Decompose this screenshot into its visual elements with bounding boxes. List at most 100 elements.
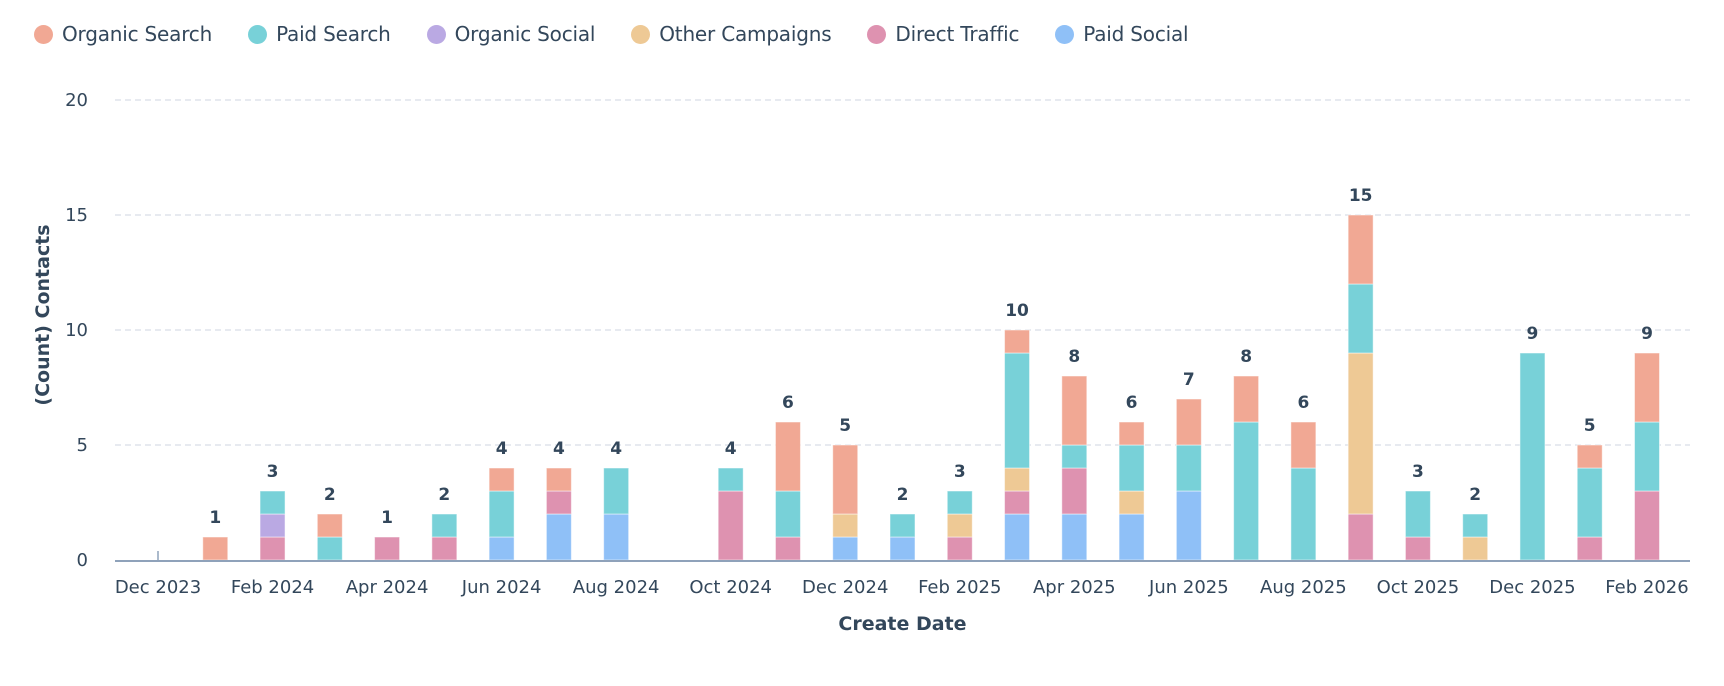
bar-segment[interactable] (1347, 513, 1374, 561)
data-labels: 1 3 2 1 2 4 4 4 4 6 5 2 3 10 8 6 7 8 6 15 3 2 9 5 9 (209, 186, 1653, 528)
x-tick-label: Feb 2024 (231, 577, 314, 598)
legend-dot-icon (867, 24, 887, 44)
bar-segment[interactable] (1290, 467, 1317, 561)
bar-segment[interactable] (1061, 444, 1088, 469)
bar-segment[interactable] (946, 513, 973, 538)
bar-segment[interactable] (1634, 421, 1660, 492)
bar-total-label: 4 (496, 439, 508, 459)
bar-segment[interactable] (488, 490, 515, 538)
bar-segment[interactable] (832, 444, 859, 515)
y-tick-label: 20 (65, 90, 88, 111)
bar-segment[interactable] (202, 536, 229, 561)
bar-segment[interactable] (316, 536, 343, 561)
y-axis-title: (Count) Contacts (32, 224, 54, 405)
bar-segment[interactable] (1519, 352, 1546, 561)
bar-segment[interactable] (774, 490, 801, 538)
bar-segment[interactable] (259, 490, 286, 515)
bar-segment[interactable] (1462, 513, 1489, 538)
bar-segment[interactable] (431, 536, 458, 561)
bar-segment[interactable] (832, 513, 859, 538)
bar-segment[interactable] (774, 536, 801, 561)
bar-segment[interactable] (1175, 490, 1202, 561)
bar-segment[interactable] (946, 536, 973, 561)
bar-segment[interactable] (545, 490, 572, 515)
bar-segment[interactable] (1004, 467, 1031, 492)
bar-total-label: 3 (954, 462, 966, 482)
legend-item-direct-traffic[interactable]: Direct Traffic (867, 22, 1019, 46)
bar-segment[interactable] (1290, 421, 1317, 469)
bar-segment[interactable] (374, 536, 401, 561)
bar-total-label: 2 (1469, 485, 1481, 505)
legend-item-organic-search[interactable]: Organic Search (34, 22, 212, 46)
bar-segment[interactable] (259, 536, 286, 561)
x-tick-label: Oct 2025 (1377, 577, 1460, 598)
y-tick-label: 15 (65, 205, 88, 226)
bar-segment[interactable] (1118, 444, 1145, 492)
bar-segment[interactable] (1576, 536, 1603, 561)
bar-segment[interactable] (1118, 490, 1145, 515)
bar-segment[interactable] (1175, 398, 1202, 446)
bar-total-label: 10 (1005, 301, 1029, 321)
x-tick-label: Feb 2025 (918, 577, 1001, 598)
bar-segment[interactable] (1061, 467, 1088, 515)
bar-segment[interactable] (488, 536, 515, 561)
bar-segment[interactable] (259, 513, 286, 538)
bar-segment[interactable] (1233, 375, 1260, 423)
bar-segment[interactable] (1004, 329, 1031, 354)
bar-segment[interactable] (1576, 444, 1603, 469)
bar-segment[interactable] (1118, 513, 1145, 561)
bar-segment[interactable] (832, 536, 859, 561)
bar-segment[interactable] (889, 536, 916, 561)
bar-total-label: 6 (782, 393, 794, 413)
bar-total-label: 9 (1527, 324, 1539, 344)
bar-segment[interactable] (1347, 214, 1374, 285)
bar-total-label: 2 (324, 485, 336, 505)
bar-segment[interactable] (1462, 536, 1489, 561)
legend-label: Organic Search (62, 22, 213, 46)
bar-segment[interactable] (1118, 421, 1145, 446)
legend-item-other-campaigns[interactable]: Other Campaigns (631, 22, 832, 46)
bar-segment[interactable] (774, 421, 801, 492)
bar-segment[interactable] (1175, 444, 1202, 492)
bar-segment[interactable] (717, 490, 744, 561)
bar-segment[interactable] (545, 513, 572, 561)
bar-segment[interactable] (545, 467, 572, 492)
bar-segment[interactable] (603, 513, 630, 561)
x-tick-label: Apr 2025 (1033, 577, 1116, 598)
bar-total-label: 5 (839, 416, 851, 436)
bar-segment[interactable] (1404, 536, 1431, 561)
bar-segment[interactable] (1004, 490, 1031, 515)
bar-segment[interactable] (1004, 352, 1031, 469)
bar-segment[interactable] (1576, 467, 1603, 538)
legend-item-paid-search[interactable]: Paid Search (248, 22, 391, 46)
legend-label: Direct Traffic (895, 22, 1020, 46)
bar-total-label: 1 (209, 508, 221, 528)
bar-segment[interactable] (603, 467, 630, 515)
x-axis-title: Create Date (838, 613, 966, 635)
bar-segment[interactable] (889, 513, 916, 538)
x-tick-label: Aug 2025 (1260, 577, 1347, 598)
legend-item-paid-social[interactable]: Paid Social (1055, 22, 1189, 46)
bar-segment[interactable] (1634, 352, 1660, 423)
bar-segment[interactable] (488, 467, 515, 492)
bar-segment[interactable] (431, 513, 458, 538)
bar-segment[interactable] (1404, 490, 1431, 538)
legend-item-organic-social[interactable]: Organic Social (426, 22, 595, 46)
bar-total-label: 2 (897, 485, 909, 505)
legend-dot-icon (1055, 24, 1075, 44)
bar-segment[interactable] (1004, 513, 1031, 561)
bar-segment[interactable] (1347, 352, 1374, 515)
bar-segment[interactable] (1061, 513, 1088, 561)
bar-total-label: 5 (1584, 416, 1596, 436)
bar-total-label: 8 (1240, 347, 1252, 367)
bar-segment[interactable] (1061, 375, 1088, 446)
bar-segment[interactable] (1233, 421, 1260, 561)
bar-segment[interactable] (946, 490, 973, 515)
legend-label: Paid Search (276, 22, 391, 46)
bar-total-label: 8 (1068, 347, 1080, 367)
bar-segment[interactable] (1634, 490, 1660, 561)
bar-total-label: 1 (381, 508, 393, 528)
bar-segment[interactable] (316, 513, 343, 538)
bar-segment[interactable] (717, 467, 744, 492)
bar-segment[interactable] (1347, 283, 1374, 354)
